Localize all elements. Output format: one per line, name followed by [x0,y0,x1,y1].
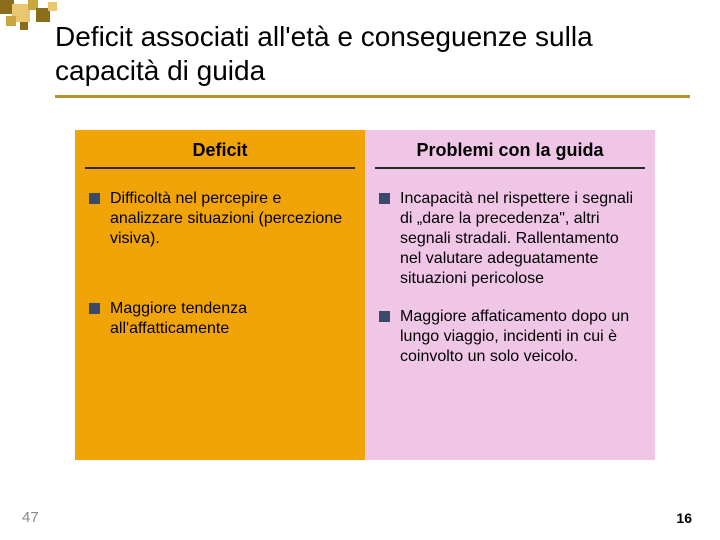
column-header-left: Deficit [75,130,365,167]
bullet-text: Difficoltà nel percepire e analizzare si… [110,189,347,249]
bullet-text: Incapacità nel rispettere i segnali di „… [400,189,637,289]
bullet-icon [379,311,390,322]
list-item: Difficoltà nel percepire e analizzare si… [75,183,365,255]
header-underline-left [85,167,355,169]
list-item: Incapacità nel rispettere i segnali di „… [365,183,655,295]
title-area: Deficit associati all'età e conseguenze … [55,20,690,98]
list-item: Maggiore tendenza all'affatticamente [75,293,365,345]
column-header-right: Problemi con la guida [365,130,655,167]
bullet-text: Maggiore tendenza all'affatticamente [110,299,347,339]
page-number-right: 16 [676,510,692,526]
bullet-icon [89,193,100,204]
slide-title: Deficit associati all'età e conseguenze … [55,20,690,87]
list-item: Maggiore affaticamento dopo un lungo via… [365,301,655,373]
column-deficit: Deficit Difficoltà nel percepire e anali… [75,130,365,460]
bullet-text: Maggiore affaticamento dopo un lungo via… [400,307,637,367]
content-panel: Deficit Difficoltà nel percepire e anali… [75,130,655,460]
header-underline-right [375,167,645,169]
bullet-icon [379,193,390,204]
page-number-left: 47 [22,509,39,526]
bullet-icon [89,303,100,314]
column-problemi: Problemi con la guida Incapacità nel ris… [365,130,655,460]
